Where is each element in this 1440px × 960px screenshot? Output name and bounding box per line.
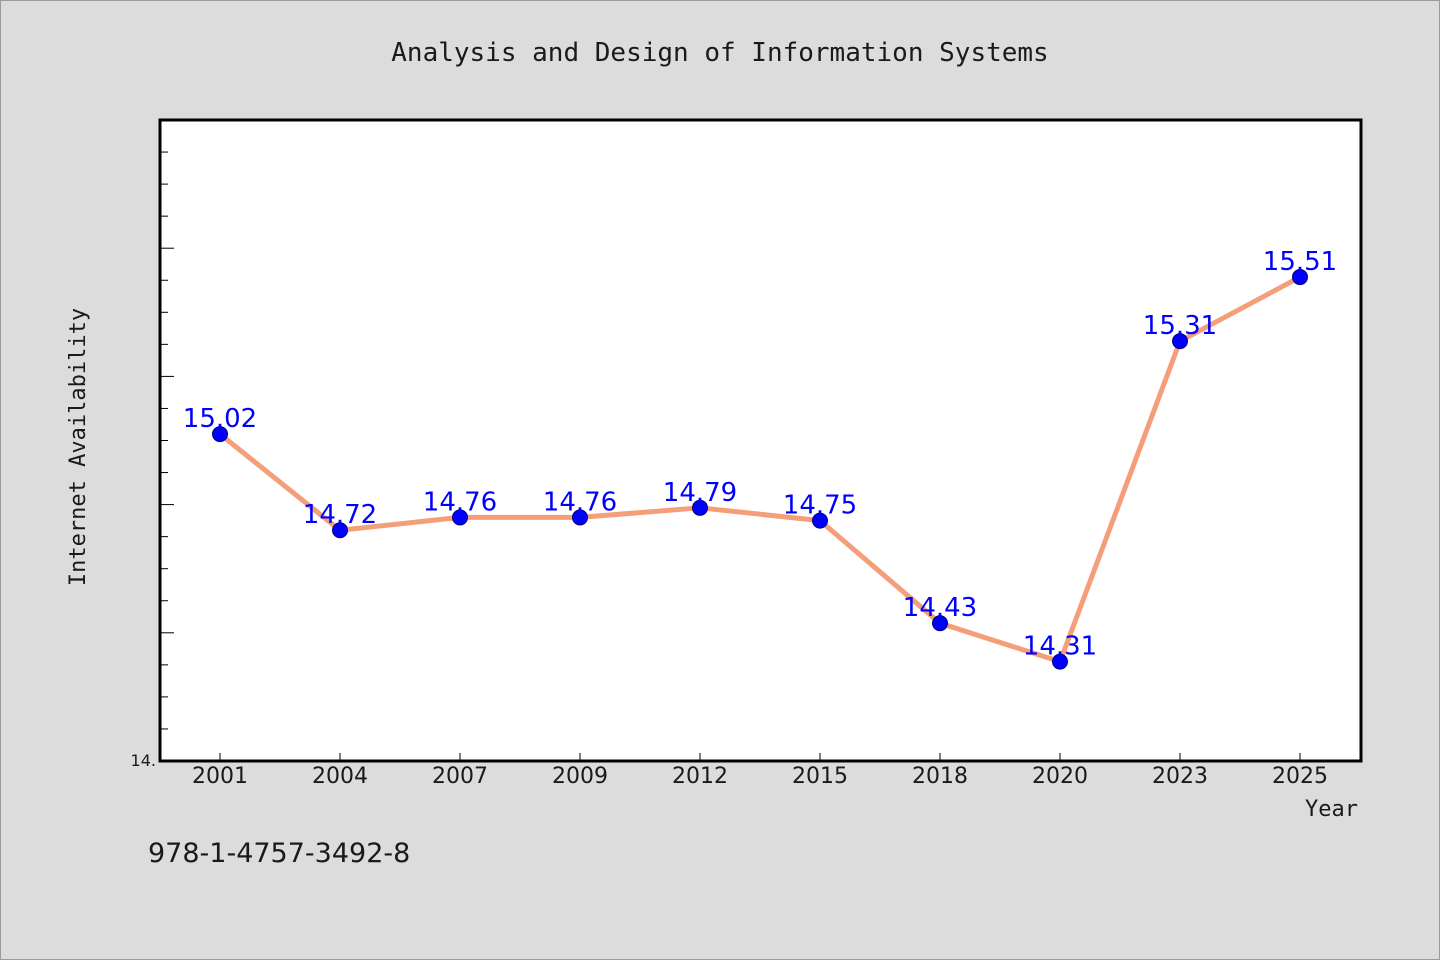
data-label-2012: 14.79: [663, 478, 737, 508]
series-line: [217, 274, 1303, 665]
data-point-2009: [572, 509, 588, 526]
data-label-2018: 14.43: [903, 593, 977, 623]
x-tick-label-2004: 2004: [312, 764, 368, 789]
data-markers: [212, 269, 1308, 670]
plot-area: [160, 120, 1361, 761]
y-min-tick-label: 14.: [131, 751, 156, 770]
x-tick-label-2015: 2015: [792, 764, 848, 789]
data-point-2007: [452, 509, 468, 526]
data-labels: 15.02 14.72 14.76 14.76 14.79 14.75 14.43 14.31…: [183, 247, 1337, 662]
x-tick-label-2012: 2012: [672, 764, 728, 789]
x-tick-label-2007: 2007: [432, 764, 488, 789]
x-tick-label-2001: 2001: [192, 764, 248, 789]
y-axis-label: Internet Availability: [66, 308, 91, 586]
data-label-2023: 15.31: [1143, 311, 1217, 341]
data-label-2020: 14.31: [1023, 632, 1097, 662]
data-point-2004: [332, 522, 348, 539]
data-point-2020: [1052, 653, 1068, 670]
data-label-2007: 14.76: [423, 487, 497, 517]
data-point-2023: [1172, 333, 1188, 350]
data-point-2001: [212, 426, 228, 443]
data-label-2009: 14.76: [543, 487, 617, 517]
chart-title: Analysis and Design of Information Syste…: [391, 38, 1048, 68]
footer-isbn: 978-1-4757-3492-8: [148, 838, 410, 869]
x-tick-label-2018: 2018: [912, 764, 968, 789]
x-tick-label-2023: 2023: [1152, 764, 1208, 789]
data-label-2025: 15.51: [1263, 247, 1337, 277]
data-label-2004: 14.72: [303, 500, 377, 530]
data-point-2018: [932, 615, 948, 632]
x-tick-label-2009: 2009: [552, 764, 608, 789]
data-label-2015: 14.75: [783, 491, 857, 521]
x-tick-label-2020: 2020: [1032, 764, 1088, 789]
plot-border: [158, 118, 1363, 763]
data-point-2015: [812, 512, 828, 529]
x-axis-label: Year: [1305, 797, 1358, 822]
data-point-2025: [1292, 269, 1308, 286]
x-axis-ticks: 2001 2004 2007 2009 2012 2015 2018 2020 2023 2025: [192, 753, 1328, 789]
data-point-2012: [692, 499, 708, 516]
series-line-group: [217, 274, 1303, 665]
data-label-2001: 15.02: [183, 404, 257, 434]
x-tick-label-2025: 2025: [1272, 764, 1328, 789]
